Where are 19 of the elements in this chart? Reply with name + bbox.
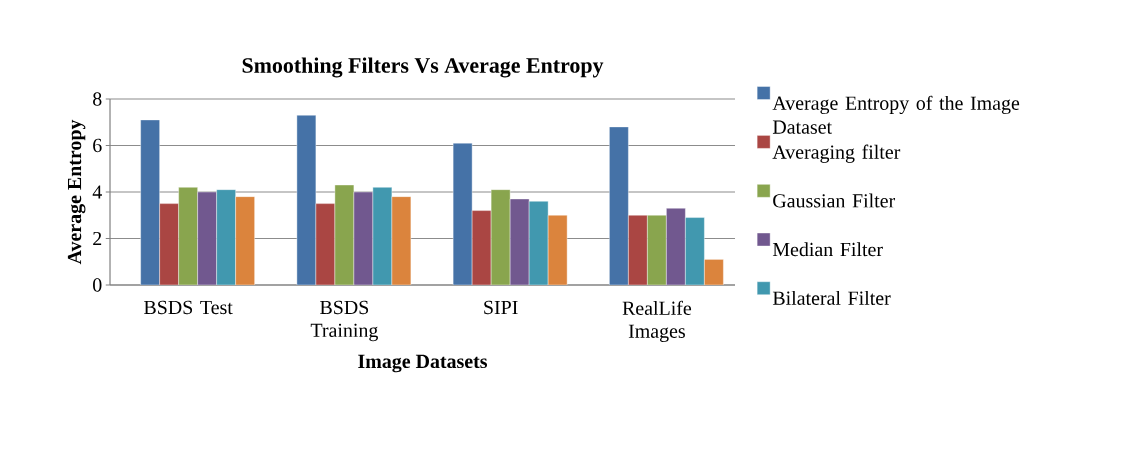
y-tick-label: 6	[93, 138, 102, 153]
x-tick-label: BSDS Training	[310, 300, 378, 342]
legend-label: Bilateral Filter	[772, 290, 891, 305]
legend-label: Averaging filter	[772, 144, 901, 163]
y-tick-label: 2	[93, 231, 102, 246]
x-axis-title: Image Datasets	[358, 354, 488, 373]
x-tick-label: BSDS Test	[144, 300, 233, 315]
legend-label: Average Entropy of the Image Dataset	[772, 95, 1020, 134]
legend-label: Median Filter	[772, 242, 883, 257]
x-tick-label: SIPI	[484, 300, 518, 315]
chart-title: Smoothing Filters Vs Average Entropy	[242, 57, 604, 78]
bar	[647, 215, 667, 285]
y-tick-label: 0	[93, 278, 102, 292]
y-tick-label: 8	[93, 92, 102, 106]
y-axis-title: Average Entropy	[67, 119, 86, 265]
legend-label: Gaussian Filter	[773, 193, 896, 208]
bar	[178, 187, 198, 285]
y-tick-label: 4	[92, 185, 102, 199]
x-tick-label: RealLife Images	[622, 300, 692, 342]
